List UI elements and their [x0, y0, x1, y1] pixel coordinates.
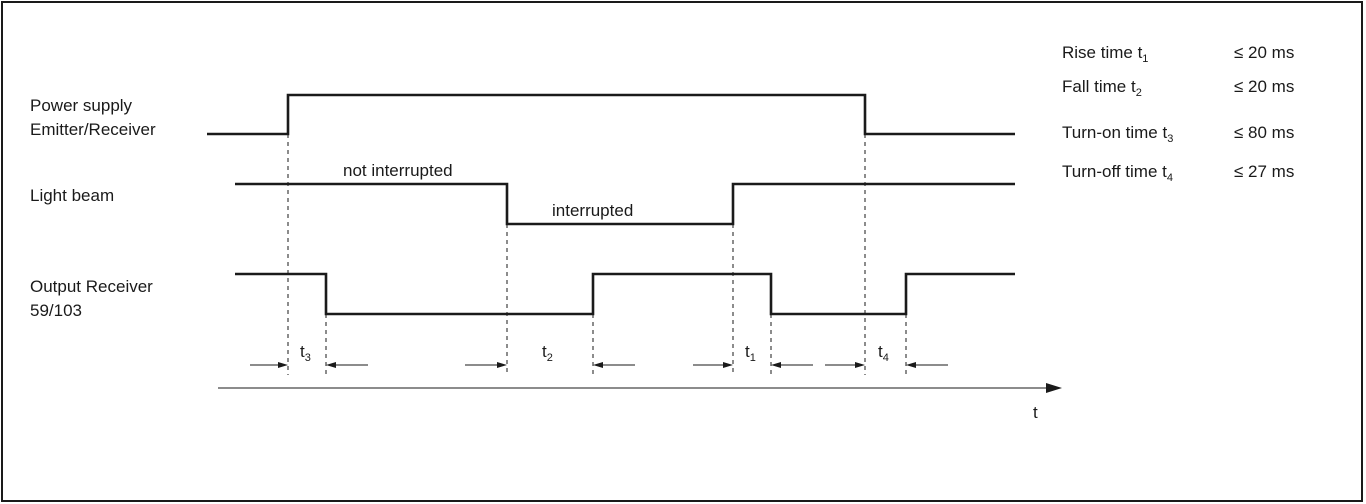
output-receiver-label-line1: Output Receiver	[30, 277, 153, 296]
interval-t4: t4	[825, 342, 948, 368]
light-beam-waveform	[235, 182, 1015, 226]
interval-t1: t1	[693, 342, 813, 368]
spec-turn-on-time-name: Turn-on time t3	[1062, 123, 1173, 145]
interval-t4-label: t4	[878, 342, 889, 364]
time-axis-label: t	[1033, 403, 1038, 422]
beam-not-interrupted-label: not interrupted	[343, 161, 453, 180]
interval-t2-label: t2	[542, 342, 553, 364]
spec-rise-time-value: ≤ 20 ms	[1234, 43, 1294, 62]
time-axis: t	[218, 383, 1062, 422]
interval-t2: t2	[465, 342, 635, 368]
spec-fall-time-value: ≤ 20 ms	[1234, 77, 1294, 96]
light-beam-label: Light beam	[30, 186, 114, 205]
spec-rise-time-name: Rise time t1	[1062, 43, 1148, 65]
power-supply-waveform	[207, 93, 1015, 136]
signal-labels: Power supply Emitter/Receiver Light beam…	[30, 96, 156, 320]
interval-t3: t3	[250, 342, 368, 368]
spec-turn-off-time-name: Turn-off time t4	[1062, 162, 1173, 184]
output-receiver-label-line2: 59/103	[30, 301, 82, 320]
output-receiver-waveform	[235, 272, 1015, 316]
spec-fall-time-name: Fall time t2	[1062, 77, 1142, 99]
power-supply-label-line1: Power supply	[30, 96, 133, 115]
interval-t3-label: t3	[300, 342, 311, 364]
spec-turn-off-time-value: ≤ 27 ms	[1234, 162, 1294, 181]
beam-interrupted-label: interrupted	[552, 201, 633, 220]
spec-turn-on-time-value: ≤ 80 ms	[1234, 123, 1294, 142]
timing-specs: Rise time t1 ≤ 20 ms Fall time t2 ≤ 20 m…	[1062, 43, 1294, 184]
transition-guides	[287, 134, 907, 375]
power-supply-label-line2: Emitter/Receiver	[30, 120, 156, 139]
time-axis-arrowhead	[1046, 383, 1062, 393]
interval-t1-label: t1	[745, 342, 756, 364]
